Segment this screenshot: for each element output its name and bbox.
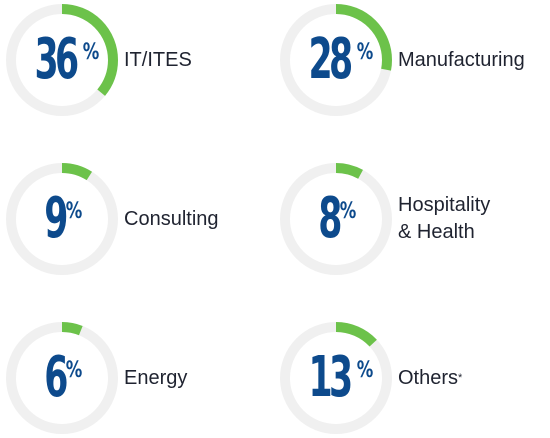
ring-progress-arc — [280, 322, 392, 434]
stat-value: 28 % — [278, 2, 394, 118]
stat-energy: 6 % Energy — [2, 318, 277, 438]
percent-sign: % — [340, 199, 357, 224]
stat-label: Manufacturing — [398, 48, 525, 71]
stat-value: 9 % — [4, 161, 120, 277]
stat-label: Energy — [124, 366, 188, 389]
progress-ring — [6, 322, 118, 434]
stat-hospitality-health: 8 % Hospitality & Health — [276, 159, 550, 279]
stat-number: 6 — [44, 345, 69, 410]
progress-ring — [280, 322, 392, 434]
stat-it-ites: 36 % IT/ITES — [2, 0, 277, 120]
progress-ring — [6, 163, 118, 275]
ring-progress-arc — [280, 4, 392, 116]
progress-ring — [6, 4, 118, 116]
stat-others: 13 % Others * — [276, 318, 550, 438]
stat-number: 8 — [318, 186, 343, 251]
percent-sign: % — [356, 40, 374, 65]
ring-progress-arc — [6, 322, 118, 434]
percent-sign: % — [82, 40, 100, 65]
ring-progress-arc — [6, 163, 118, 275]
stat-manufacturing: 28 % Manufacturing — [276, 0, 550, 120]
stat-value: 13 % — [278, 320, 394, 436]
progress-ring — [280, 163, 392, 275]
ring-progress-arc — [280, 163, 392, 275]
stat-number: 9 — [44, 186, 69, 251]
percent-sign: % — [66, 199, 83, 224]
stat-value: 36 % — [4, 2, 120, 118]
stat-number: 36 — [34, 27, 80, 92]
stat-label: Hospitality & Health — [398, 194, 491, 243]
percent-sign: % — [66, 358, 83, 383]
percent-sign: % — [356, 358, 374, 383]
ring-progress-arc — [6, 4, 118, 116]
stat-number: 13 — [308, 345, 354, 410]
stat-value: 6 % — [4, 320, 120, 436]
stat-number: 28 — [308, 27, 354, 92]
stat-label: IT/ITES — [124, 48, 192, 71]
progress-ring — [280, 4, 392, 116]
stat-label: Consulting — [124, 207, 219, 230]
footnote-marker: * — [458, 371, 463, 384]
stat-consulting: 9 % Consulting — [2, 159, 277, 279]
stat-value: 8 % — [278, 161, 394, 277]
stat-label: Others * — [398, 318, 462, 438]
